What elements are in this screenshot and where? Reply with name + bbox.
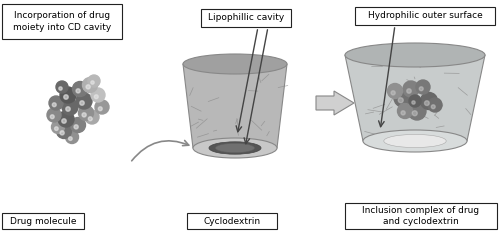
Circle shape xyxy=(428,98,442,112)
Text: Drug molecule: Drug molecule xyxy=(10,216,76,225)
Circle shape xyxy=(60,131,64,135)
Circle shape xyxy=(86,85,90,89)
Polygon shape xyxy=(183,64,287,148)
Circle shape xyxy=(91,88,105,102)
Ellipse shape xyxy=(193,138,277,158)
Circle shape xyxy=(59,87,62,90)
Circle shape xyxy=(91,81,94,84)
Circle shape xyxy=(80,101,84,105)
Circle shape xyxy=(412,111,418,116)
Circle shape xyxy=(58,111,74,127)
Circle shape xyxy=(88,75,100,87)
Text: Lipophillic cavity: Lipophillic cavity xyxy=(208,13,284,22)
FancyBboxPatch shape xyxy=(201,9,291,27)
Circle shape xyxy=(420,87,423,91)
Ellipse shape xyxy=(384,134,446,148)
Circle shape xyxy=(85,110,99,124)
Circle shape xyxy=(56,124,72,139)
Ellipse shape xyxy=(345,43,485,67)
Circle shape xyxy=(98,107,102,111)
FancyBboxPatch shape xyxy=(355,7,495,25)
Circle shape xyxy=(47,108,61,122)
Circle shape xyxy=(398,103,412,119)
Polygon shape xyxy=(316,91,354,115)
FancyBboxPatch shape xyxy=(2,4,122,39)
Circle shape xyxy=(401,111,405,115)
Text: Inclusion complex of drug
and cyclodextrin: Inclusion complex of drug and cyclodextr… xyxy=(362,206,480,226)
Circle shape xyxy=(409,95,421,107)
Circle shape xyxy=(408,102,426,120)
Circle shape xyxy=(68,137,72,140)
Circle shape xyxy=(64,95,68,99)
Text: Incorporation of drug
moiety into CD cavity: Incorporation of drug moiety into CD cav… xyxy=(13,12,111,32)
Circle shape xyxy=(78,106,94,121)
Ellipse shape xyxy=(216,143,254,153)
Ellipse shape xyxy=(209,142,261,154)
Circle shape xyxy=(72,82,88,97)
Circle shape xyxy=(388,83,402,98)
Circle shape xyxy=(50,115,54,119)
Circle shape xyxy=(56,81,68,93)
Circle shape xyxy=(407,89,411,93)
Circle shape xyxy=(66,131,78,143)
FancyBboxPatch shape xyxy=(345,203,497,229)
Circle shape xyxy=(432,105,435,109)
Circle shape xyxy=(76,93,92,109)
Polygon shape xyxy=(345,55,485,141)
FancyBboxPatch shape xyxy=(187,213,277,229)
Text: Cyclodextrin: Cyclodextrin xyxy=(204,216,260,225)
Circle shape xyxy=(62,119,66,123)
Circle shape xyxy=(74,125,78,129)
Circle shape xyxy=(88,117,92,121)
Ellipse shape xyxy=(363,130,467,152)
Circle shape xyxy=(70,118,86,133)
Circle shape xyxy=(76,89,80,93)
Circle shape xyxy=(54,127,58,131)
Circle shape xyxy=(424,101,430,106)
Circle shape xyxy=(391,91,395,95)
Circle shape xyxy=(82,113,86,117)
Circle shape xyxy=(82,77,98,92)
FancyBboxPatch shape xyxy=(2,213,84,229)
Circle shape xyxy=(52,121,64,134)
Circle shape xyxy=(403,81,419,97)
Circle shape xyxy=(95,100,109,114)
Circle shape xyxy=(398,98,404,103)
Text: Hydrophilic outer surface: Hydrophilic outer surface xyxy=(368,12,482,21)
Circle shape xyxy=(62,99,78,115)
Circle shape xyxy=(416,80,430,94)
Circle shape xyxy=(412,101,415,104)
Ellipse shape xyxy=(183,54,287,74)
Circle shape xyxy=(60,87,76,103)
Circle shape xyxy=(420,92,438,109)
Circle shape xyxy=(52,103,56,107)
Circle shape xyxy=(394,89,412,107)
Circle shape xyxy=(49,96,63,110)
Circle shape xyxy=(66,107,70,111)
Circle shape xyxy=(94,95,98,99)
